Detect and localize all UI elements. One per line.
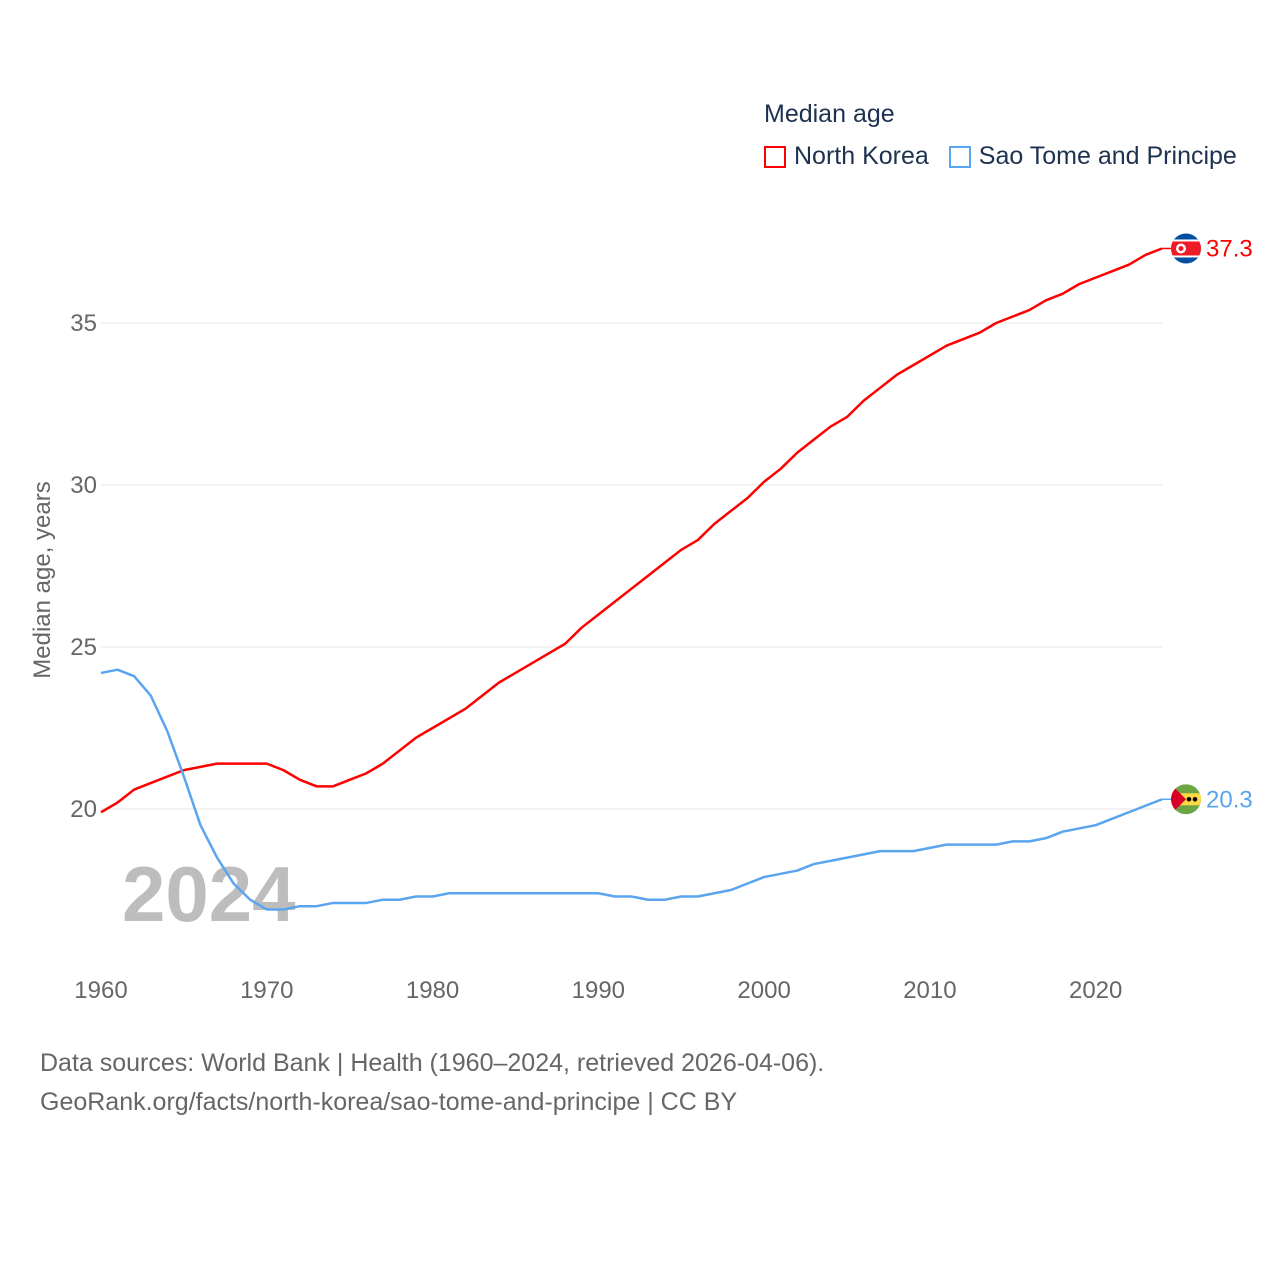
- legend-label: North Korea: [794, 142, 929, 170]
- year-watermark: 2024: [122, 850, 296, 938]
- y-tick-label: 20: [70, 796, 97, 823]
- x-tick-label: 1980: [406, 977, 459, 1004]
- end-value-label: 37.3: [1206, 235, 1253, 262]
- y-tick-label: 35: [70, 310, 97, 337]
- source-link[interactable]: GeoRank.org/facts/north-korea/sao-tome-a…: [40, 1088, 738, 1116]
- x-tick-label: 2000: [737, 977, 790, 1004]
- legend-title: Median age: [764, 100, 895, 128]
- y-tick-label: 25: [70, 634, 97, 661]
- legend-swatch: [764, 145, 786, 168]
- x-tick-label: 1990: [572, 977, 625, 1004]
- end-value-label: 20.3: [1206, 786, 1253, 813]
- flag-sao-tome-icon: [1171, 784, 1201, 815]
- y-tick-label: 30: [70, 472, 97, 499]
- x-tick-label: 1960: [74, 977, 127, 1004]
- x-tick-label: 2020: [1069, 977, 1122, 1004]
- source-note: Data sources: World Bank | Health (1960–…: [40, 1044, 824, 1122]
- legend-item-sao-tome[interactable]: Sao Tome and Principe: [948, 142, 1237, 171]
- x-tick-label: 2010: [903, 977, 956, 1004]
- x-tick-label: 1970: [240, 977, 293, 1004]
- legend-label: Sao Tome and Principe: [978, 142, 1237, 170]
- legend: North Korea Sao Tome and Principe: [764, 142, 1237, 171]
- source-line: Data sources: World Bank | Health (1960–…: [40, 1049, 825, 1077]
- legend-swatch: [948, 145, 971, 168]
- legend-item-north-korea[interactable]: North Korea: [764, 142, 929, 171]
- series-line-sao-tome: [100, 668, 1163, 911]
- series-line-north-korea: [100, 247, 1163, 814]
- y-axis-label: Median age, years: [29, 481, 56, 679]
- flag-north-korea-icon: [1171, 233, 1201, 264]
